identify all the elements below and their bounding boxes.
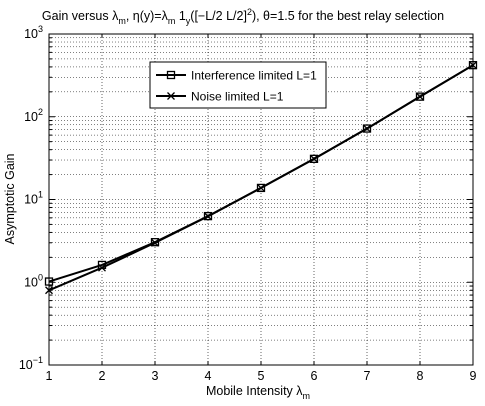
legend-marker-square — [166, 70, 176, 80]
y-axis-label: Asymptotic Gain — [3, 153, 17, 244]
y-tick-label: 101 — [24, 190, 43, 207]
data-point-noise — [363, 124, 371, 133]
y-tick-labels: 10−1 100 101 102 103 — [19, 24, 43, 372]
legend-box — [149, 61, 327, 109]
data-point-noise — [204, 212, 212, 221]
x-tick-label: 7 — [364, 369, 371, 383]
series-group — [44, 61, 478, 295]
legend: Interference limited L=1 Noise limited L… — [149, 61, 327, 109]
x-tick-label: 6 — [311, 369, 318, 383]
data-point-noise — [310, 154, 318, 163]
x-tick-label: 3 — [152, 369, 159, 383]
data-point-noise — [151, 238, 159, 247]
data-point-interference — [309, 154, 319, 163]
y-tick-label: 100 — [24, 272, 43, 289]
x-tick-labels: 1 2 3 4 5 6 7 8 9 — [46, 369, 477, 383]
x-tick-label: 1 — [46, 369, 53, 383]
legend-item-noise: Noise limited L=1 — [156, 90, 284, 104]
data-point-noise — [416, 92, 424, 101]
grid — [49, 34, 473, 365]
x-tick-label: 4 — [205, 369, 212, 383]
legend-item-interference: Interference limited L=1 — [156, 69, 317, 83]
x-axis-label: Mobile Intensity λm — [206, 384, 310, 401]
x-tick-label: 9 — [470, 369, 477, 383]
x-tick-label: 8 — [417, 369, 424, 383]
data-point-noise — [98, 263, 106, 272]
y-tick-label: 10−1 — [19, 355, 43, 372]
data-point-noise — [257, 183, 265, 192]
legend-marker-x — [167, 92, 175, 100]
legend-label-noise: Noise limited L=1 — [191, 90, 284, 104]
y-tick-label: 102 — [24, 107, 43, 124]
data-point-interference — [362, 124, 372, 133]
x-tick-label: 2 — [99, 369, 106, 383]
data-point-interference — [256, 183, 266, 193]
data-point-interference — [150, 238, 160, 247]
legend-label-interference: Interference limited L=1 — [191, 69, 317, 83]
y-tick-label: 103 — [24, 24, 43, 41]
data-point-interference — [203, 211, 213, 221]
data-point-interference — [415, 92, 425, 101]
plot-frame — [48, 33, 474, 366]
x-tick-label: 5 — [258, 369, 265, 383]
chart-title: Gain versus λm, η(y)=λm 1y([−L/2 L/2]2),… — [42, 7, 444, 26]
